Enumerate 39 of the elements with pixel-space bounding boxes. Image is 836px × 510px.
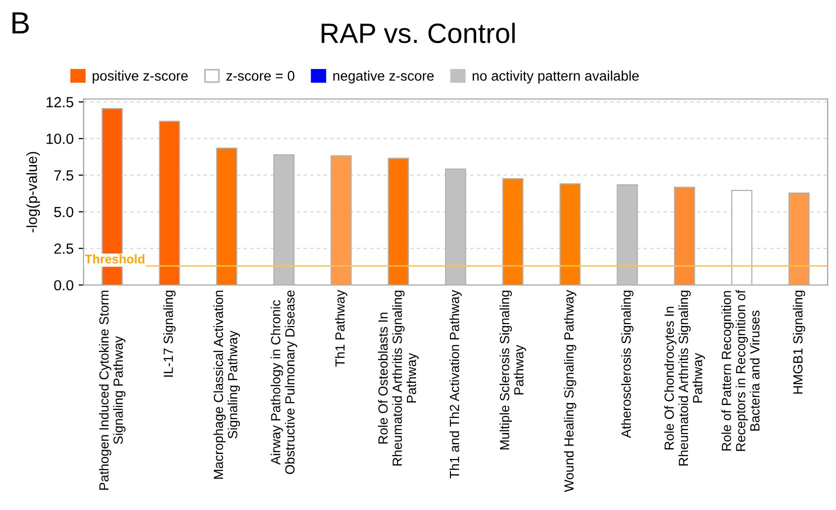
y-tick-label: 10.0 [46,134,74,144]
x-tick-label: IL-17 Signaling [163,290,176,377]
y-tick-label: 7.5 [54,170,74,181]
legend-label: positive z-score [92,70,188,84]
ref-line-label: Threshold [84,254,144,264]
x-tick-label: Atherosclerosis Signaling [621,290,634,438]
text: B [12,12,29,34]
chart-title: RAP vs. Control [322,22,515,44]
y-tick-label: 2.5 [54,243,74,254]
y-tick-label: 0.0 [54,280,74,290]
bar [158,120,180,285]
bar [388,158,409,285]
bar [273,154,294,285]
legend-label: negative z-score [333,70,434,84]
bar [731,190,752,285]
bar [502,178,524,285]
bar [330,155,352,285]
x-tick-label: Th1 and Th2 Activation Pathway [449,290,462,479]
x-tick-label: Wound Healing Signaling Pathway [564,290,576,492]
bar [445,168,466,285]
bar [616,184,638,285]
x-tick-label: Multiple Sclerosis Signaling Pathway [500,290,526,450]
legend-label: no activity pattern available [472,70,639,84]
bar [674,186,696,285]
bar [788,192,810,285]
x-tick-label: Pathogen Induced Cytokine Storm Signaling Pathway [98,290,126,490]
y-tick-label: 12.5 [46,97,74,108]
x-tick-label: HMGB1 Signaling [792,290,806,394]
x-tick-label: Airway Pathology in Chronic Obstructive Pulmonary Disease [270,290,298,474]
bar [216,148,238,285]
y-tick-label: 5.0 [54,206,74,218]
x-tick-label: Th1 Pathway [335,290,348,367]
legend-label: z-score = 0 [226,70,294,81]
x-tick-label: Role Of Osteoblasts In Rheumatoid Arthritis Signaling Pathway [378,290,419,466]
y-axis-title: -log(p-value) [26,152,40,232]
bar [560,183,581,285]
x-tick-label: Role Of Chondrocytes In Rheumatoid Arthritis Signaling Pathway [664,290,705,466]
x-tick-label: Role of Pattern Recognition Receptors in Recognition of Bacteria and Viruses [721,290,760,451]
x-tick-label: Macrophage Classical Activation Signaling Pathway [213,290,240,479]
